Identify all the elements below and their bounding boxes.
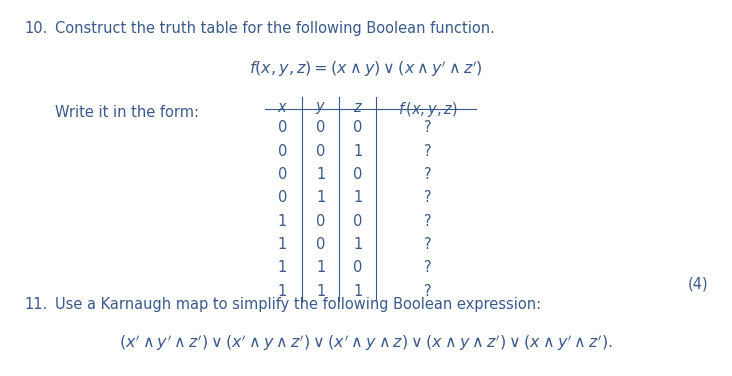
Text: 0: 0 bbox=[278, 190, 287, 205]
Text: 1: 1 bbox=[316, 190, 325, 205]
Text: ?: ? bbox=[425, 237, 432, 252]
Text: 0: 0 bbox=[354, 120, 362, 135]
Text: (4): (4) bbox=[688, 276, 709, 291]
Text: ?: ? bbox=[425, 190, 432, 205]
Text: 1: 1 bbox=[316, 260, 325, 275]
Text: 1: 1 bbox=[354, 237, 362, 252]
Text: ?: ? bbox=[425, 214, 432, 229]
Text: 10.: 10. bbox=[24, 21, 48, 36]
Text: ?: ? bbox=[425, 167, 432, 182]
Text: 1: 1 bbox=[354, 284, 362, 299]
Text: Write it in the form:: Write it in the form: bbox=[55, 105, 199, 120]
Text: 1: 1 bbox=[278, 284, 287, 299]
Text: 0: 0 bbox=[354, 214, 362, 229]
Text: $f(x, y, z) = (x \wedge y) \vee (x \wedge y' \wedge z')$: $f(x, y, z) = (x \wedge y) \vee (x \wedg… bbox=[249, 58, 483, 79]
Text: 1: 1 bbox=[316, 284, 325, 299]
Text: 1: 1 bbox=[278, 260, 287, 275]
Text: $f\,(x, y, z)$: $f\,(x, y, z)$ bbox=[398, 100, 458, 119]
Text: 0: 0 bbox=[354, 260, 362, 275]
Text: ?: ? bbox=[425, 144, 432, 159]
Text: 0: 0 bbox=[278, 167, 287, 182]
Text: $(x' \wedge y' \wedge z') \vee (x' \wedge y \wedge z') \vee (x' \wedge y \wedge : $(x' \wedge y' \wedge z') \vee (x' \wedg… bbox=[119, 333, 613, 353]
Text: ?: ? bbox=[425, 120, 432, 135]
Text: 11.: 11. bbox=[24, 297, 48, 312]
Text: ?: ? bbox=[425, 260, 432, 275]
Text: Construct the truth table for the following Boolean function.: Construct the truth table for the follow… bbox=[55, 21, 495, 36]
Text: 1: 1 bbox=[278, 214, 287, 229]
Text: $x$: $x$ bbox=[277, 100, 288, 115]
Text: ?: ? bbox=[425, 284, 432, 299]
Text: 0: 0 bbox=[278, 144, 287, 159]
Text: 0: 0 bbox=[316, 144, 325, 159]
Text: 1: 1 bbox=[316, 167, 325, 182]
Text: 1: 1 bbox=[354, 144, 362, 159]
Text: 0: 0 bbox=[278, 120, 287, 135]
Text: 0: 0 bbox=[316, 214, 325, 229]
Text: 0: 0 bbox=[316, 237, 325, 252]
Text: $y$: $y$ bbox=[315, 100, 326, 116]
Text: 1: 1 bbox=[354, 190, 362, 205]
Text: $z$: $z$ bbox=[353, 100, 363, 115]
Text: 0: 0 bbox=[316, 120, 325, 135]
Text: 1: 1 bbox=[278, 237, 287, 252]
Text: Use a Karnaugh map to simplify the following Boolean expression:: Use a Karnaugh map to simplify the follo… bbox=[55, 297, 541, 312]
Text: 0: 0 bbox=[354, 167, 362, 182]
